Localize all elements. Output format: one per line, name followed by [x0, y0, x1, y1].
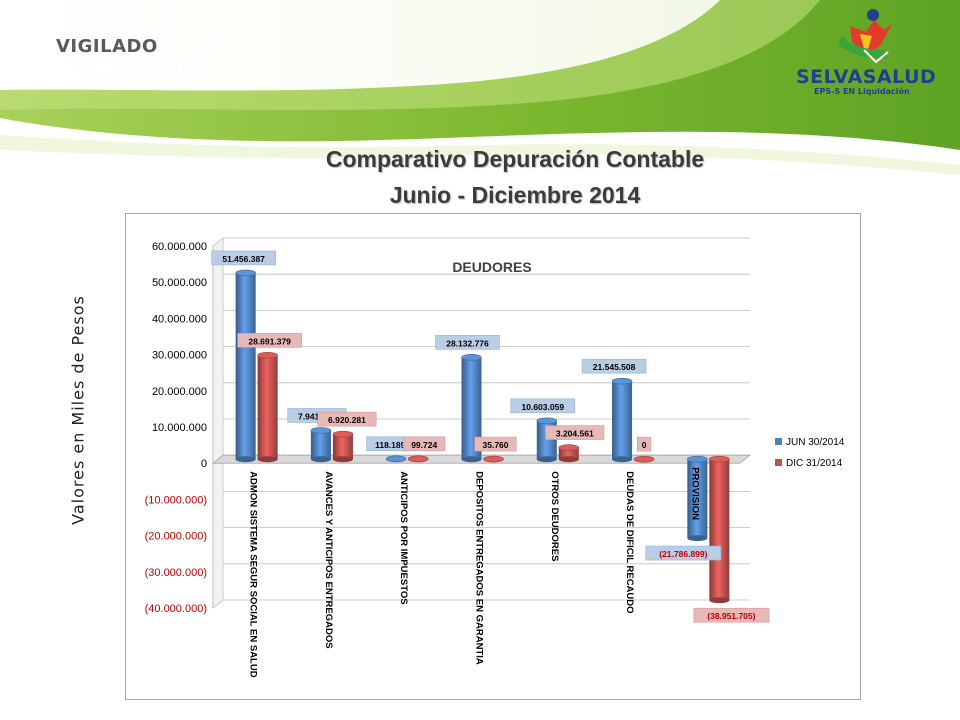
- x-category-label: DEUDAS DE DIFICIL RECAUDO: [624, 471, 635, 613]
- data-label: 0: [636, 436, 652, 452]
- y-tick-label: 20.000.000: [152, 386, 207, 398]
- bar-dic: [407, 455, 429, 463]
- legend-item: DIC 31/2014: [775, 458, 843, 469]
- bar-jun: [611, 377, 633, 463]
- legend-item: JUN 30/2014: [775, 437, 845, 448]
- bar-dic: [709, 455, 730, 604]
- chart-legend: JUN 30/2014 DIC 31/2014: [775, 437, 845, 469]
- legend-swatch: [775, 438, 782, 445]
- selvasalud-logo: SELVASALUD EPS-S EN Liquidación: [790, 6, 940, 102]
- y-tick-label: (30.000.000): [145, 567, 207, 579]
- x-category-label: AVANCES Y ANTICIPOS ENTREGADOS: [323, 471, 334, 648]
- page-subtitle: Junio - Diciembre 2014: [389, 182, 641, 208]
- data-label: 21.545.508: [581, 358, 647, 374]
- bar-dic: [483, 455, 504, 463]
- x-category-labels: ADMON SISTEMA SEGUR SOCIAL EN SALUD AVANC…: [248, 467, 701, 678]
- data-label: 6.920.281: [317, 411, 377, 427]
- supersalud-text: Supersalud: [32, 50, 196, 85]
- data-label: 51.456.387: [211, 250, 276, 266]
- svg-text:99.724: 99.724: [411, 440, 437, 450]
- supersalud-logo: VIGILADO Supersalud: [32, 28, 232, 88]
- svg-text:0: 0: [642, 440, 647, 450]
- chart-title: DEUDORES: [452, 259, 531, 275]
- bar-jun: [687, 455, 708, 542]
- y-tick-label: 0: [201, 458, 207, 470]
- legend-label: DIC 31/2014: [786, 458, 843, 469]
- svg-text:3.204.561: 3.204.561: [556, 429, 594, 439]
- selvasalud-subtitle: EPS-S EN Liquidación: [814, 87, 910, 96]
- x-category-label: OTROS DEUDORES: [549, 471, 560, 561]
- data-label: (38.951.705): [693, 607, 770, 623]
- bar-dic: [257, 352, 278, 463]
- selvasalud-emblem-icon: [838, 9, 892, 64]
- data-label: 10.603.059: [510, 398, 576, 414]
- x-category-label: ADMON SISTEMA SEGUR SOCIAL EN SALUD: [248, 471, 259, 678]
- svg-text:7.941.654: 7.941.654: [298, 411, 336, 421]
- legend-label: JUN 30/2014: [786, 437, 845, 448]
- y-tick-label: 40.000.000: [152, 313, 207, 325]
- legend-swatch: [775, 459, 782, 466]
- y-tick-label: (20.000.000): [145, 531, 207, 543]
- svg-text:51.456.387: 51.456.387: [222, 254, 265, 264]
- supersalud-emblem-icon: [184, 30, 223, 77]
- bar-dic: [558, 444, 580, 463]
- bars: [235, 269, 730, 604]
- bar-dic: [332, 430, 354, 463]
- y-tick-label: 50.000.000: [152, 277, 207, 289]
- svg-text:21.545.508: 21.545.508: [593, 362, 636, 372]
- vigilado-text: VIGILADO: [56, 36, 158, 57]
- bar-dic: [633, 455, 655, 463]
- y-tick-label: 10.000.000: [152, 422, 207, 434]
- bar-jun: [385, 455, 407, 463]
- svg-text:(38.951.705): (38.951.705): [707, 611, 755, 621]
- y-tick-label: (10.000.000): [145, 494, 207, 506]
- data-label: 28.691.379: [237, 333, 302, 348]
- y-tick-label: 60.000.000: [152, 241, 207, 253]
- data-label: (21.786.899): [645, 545, 722, 561]
- svg-text:118.189: 118.189: [375, 440, 406, 450]
- selvasalud-name: SELVASALUD: [796, 66, 937, 88]
- svg-text:(21.786.899): (21.786.899): [659, 549, 707, 559]
- deudores-chart: 60.000.000 50.000.000 40.000.000 30.000.000…: [125, 213, 861, 700]
- data-label: 35.760: [474, 436, 517, 452]
- y-tick-labels: 60.000.000 50.000.000 40.000.000 30.000.000…: [145, 241, 207, 615]
- bar-jun: [536, 417, 558, 463]
- page-title: Comparativo Depuración Contable: [325, 146, 705, 172]
- data-label: 99.724: [403, 436, 446, 452]
- svg-text:28.132.776: 28.132.776: [446, 338, 489, 348]
- side-wall: [212, 237, 224, 609]
- x-category-label: DEPOSITOS ENTREGADOS EN GARANTIA: [474, 471, 485, 665]
- y-axis-side-label-text: Valores en Miles de Pesos: [68, 295, 88, 525]
- bar-jun: [461, 354, 482, 463]
- data-label: 3.204.561: [545, 425, 605, 440]
- x-category-label: PROVISION: [689, 467, 700, 520]
- bar-jun: [235, 269, 256, 463]
- y-tick-label: (40.000.000): [145, 603, 207, 615]
- data-label: 28.132.776: [435, 335, 500, 350]
- svg-text:10.603.059: 10.603.059: [522, 402, 565, 412]
- y-tick-label: 30.000.000: [152, 350, 207, 362]
- bar-jun: [310, 427, 332, 463]
- x-category-label: ANTICIPOS POR IMPUESTOS: [398, 471, 409, 604]
- svg-text:6.920.281: 6.920.281: [328, 415, 366, 425]
- svg-text:35.760: 35.760: [483, 440, 509, 450]
- svg-text:28.691.379: 28.691.379: [248, 336, 291, 346]
